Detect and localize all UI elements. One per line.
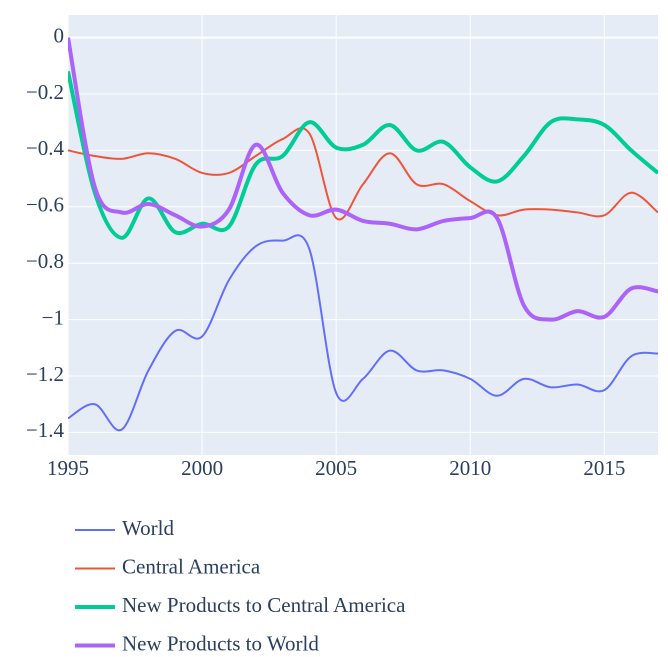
y-tick-label: −1.4 <box>26 418 65 442</box>
legend-label: Central America <box>122 554 261 578</box>
series-line <box>68 234 658 432</box>
series-line <box>68 37 658 322</box>
y-tick-label: −0.4 <box>26 136 65 160</box>
y-tick-label: −0.8 <box>26 249 64 273</box>
x-tick-label: 2010 <box>449 456 491 480</box>
legend-label: New Products to Central America <box>122 593 406 617</box>
plot-background <box>68 15 658 455</box>
x-tick-label: 2015 <box>583 456 625 480</box>
y-tick-label: −1.2 <box>26 362 64 386</box>
x-tick-label: 2005 <box>315 456 357 480</box>
legend-label: New Products to World <box>122 631 319 655</box>
x-tick-label: 2000 <box>181 456 223 480</box>
y-tick-label: −1 <box>42 305 64 329</box>
x-tick-label: 1995 <box>47 456 89 480</box>
y-tick-label: −0.6 <box>26 193 64 217</box>
series-line <box>68 127 658 221</box>
legend-label: World <box>122 516 174 540</box>
y-tick-label: 0 <box>54 23 65 47</box>
y-tick-label: −0.2 <box>26 80 64 104</box>
